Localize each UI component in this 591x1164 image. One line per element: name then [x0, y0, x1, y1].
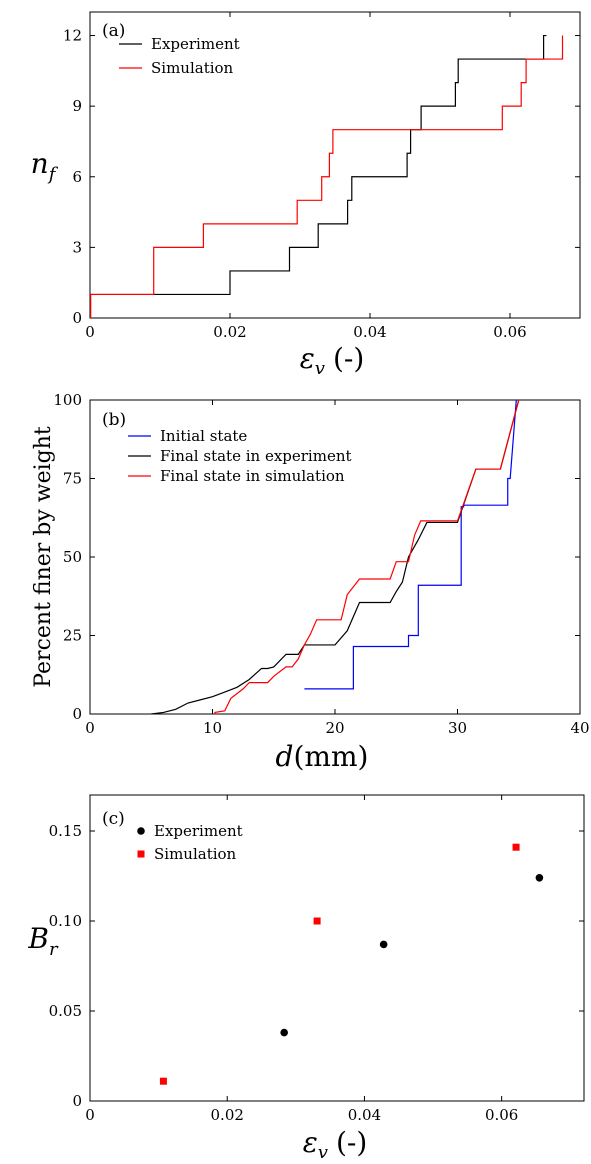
y-tick-label: 75 [63, 470, 82, 488]
legend-label: Simulation [151, 59, 234, 77]
x-tick-label: 30 [448, 719, 467, 737]
x-axis-symbol: d [276, 740, 294, 773]
data-point-experiment [379, 940, 388, 949]
series-line-1 [90, 35, 564, 318]
y-tick-label: 25 [63, 627, 82, 645]
x-axis-title: εv (-) [300, 342, 365, 379]
x-tick-label: 10 [203, 719, 222, 737]
series-group [90, 34, 564, 318]
x-axis-subscript: v [315, 358, 325, 379]
series-line-1 [151, 400, 520, 714]
x-axis-symbol: ε [300, 342, 315, 375]
x-axis-symbol: ε [303, 1126, 318, 1159]
y-axis-symbol: n [31, 147, 49, 180]
series-group [151, 400, 520, 714]
panel-label: (b) [102, 410, 126, 430]
x-tick-label: 0.02 [211, 1106, 244, 1124]
legend: Experiment Simulation [119, 35, 240, 77]
y-tick-label: 50 [63, 548, 82, 566]
data-point-simulation [512, 843, 520, 851]
data-point-simulation [313, 917, 321, 925]
y-axis-subscript: r [49, 939, 59, 960]
x-tick-label: 0 [85, 719, 95, 737]
y-tick-label: 9 [72, 97, 82, 115]
y-tick-label: 6 [72, 168, 82, 186]
y-axis-title: Percent finer by weight [31, 426, 56, 688]
y-tick-label: 0.15 [49, 822, 82, 840]
chart-panel-b: 0 10 20 30 40 0 25 50 75 100 (b) d(mm) Percent finer… [31, 391, 590, 773]
legend-label: Initial state [160, 427, 247, 445]
y-tick-label: 0 [72, 705, 82, 723]
data-point-experiment [535, 874, 544, 882]
y-tick-label: 0.05 [49, 1002, 82, 1020]
y-tick-label: 0 [72, 309, 82, 327]
series-line-0 [304, 400, 517, 690]
y-tick-label: 100 [53, 391, 82, 409]
x-tick-label: 0.02 [213, 323, 246, 341]
legend-marker [137, 827, 145, 835]
x-tick-label: 0.04 [348, 1106, 381, 1124]
y-tick-label: 0.10 [49, 912, 82, 930]
data-point-simulation [159, 1077, 167, 1085]
x-tick-label: 0.04 [353, 323, 386, 341]
x-axis-title: d(mm) [276, 740, 369, 773]
plot-frame [89, 11, 581, 319]
x-tick-label: 40 [570, 719, 589, 737]
y-tick-label: 3 [72, 238, 82, 256]
legend-label: Experiment [151, 35, 240, 53]
series-line-0 [90, 34, 547, 318]
chart-panel-a: 0 0.02 0.04 0.06 0 3 6 9 12 (a) εv (-) nf Experiment S… [31, 11, 581, 379]
x-tick-label: 0 [85, 323, 95, 341]
y-axis-symbol: B [27, 922, 49, 955]
y-axis-title: nf [31, 147, 59, 185]
y-tick-label: 0 [72, 1092, 82, 1110]
x-axis-title: εv (-) [303, 1126, 368, 1163]
panel-label: (a) [102, 21, 125, 41]
x-axis-unit: (-) [336, 1126, 367, 1159]
x-tick-label: 0.06 [485, 1106, 518, 1124]
x-axis-unit: (mm) [293, 740, 368, 773]
y-axis-title: Br [27, 922, 59, 960]
plot-frame [89, 794, 585, 1102]
legend: Experiment Simulation [137, 822, 243, 863]
legend: Initial state Final state in experiment Fi… [128, 427, 352, 485]
x-axis-subscript: v [318, 1142, 328, 1163]
x-axis-unit: (-) [333, 342, 364, 375]
legend-label: Final state in simulation [160, 467, 345, 485]
data-point-experiment [280, 1028, 288, 1037]
y-tick-label: 12 [63, 27, 82, 45]
legend-label: Simulation [154, 845, 237, 863]
chart-panel-c: 0 0.02 0.04 0.06 0 0.05 0.10 0.15 (c) εv (-) Br Expe… [27, 794, 585, 1163]
legend-label: Experiment [154, 822, 243, 840]
series-group [159, 843, 544, 1085]
panel-label: (c) [102, 809, 125, 829]
series-line-2 [214, 400, 520, 714]
y-axis-subscript: f [47, 164, 59, 185]
x-tick-label: 0.06 [493, 323, 526, 341]
x-tick-label: 0 [85, 1106, 95, 1124]
legend-marker [137, 850, 145, 858]
legend-label: Final state in experiment [160, 447, 352, 465]
x-tick-label: 20 [325, 719, 344, 737]
